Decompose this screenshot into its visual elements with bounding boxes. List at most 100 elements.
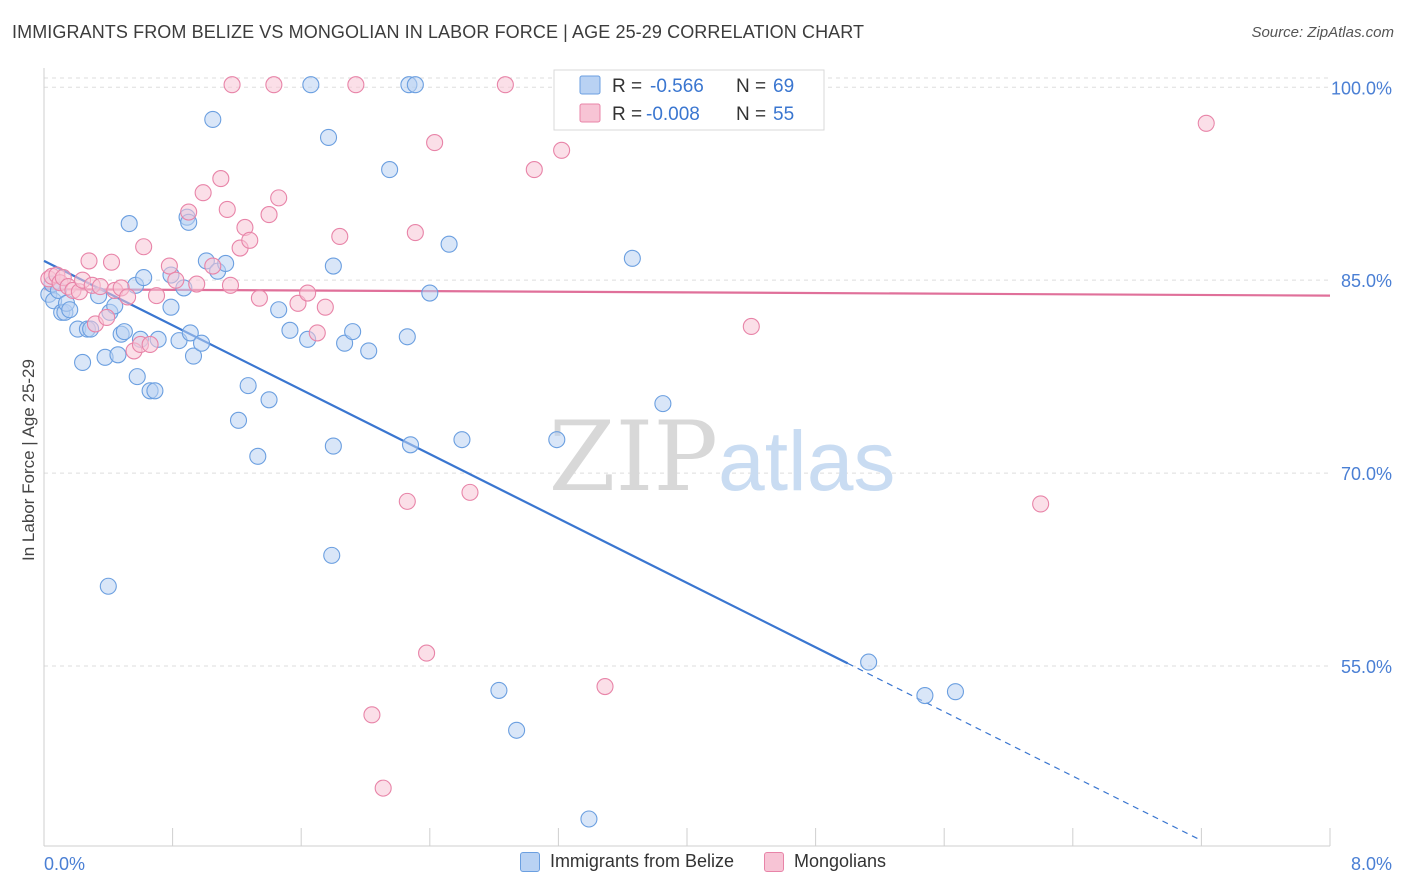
point-mongolians	[204, 257, 222, 275]
point-belize	[99, 577, 117, 595]
point-belize	[184, 347, 203, 365]
point-mongolians	[406, 224, 424, 242]
point-belize	[281, 321, 299, 339]
watermark-zip: ZIP	[549, 401, 718, 513]
point-belize	[128, 368, 146, 386]
point-mongolians	[596, 677, 614, 696]
point-mongolians	[160, 257, 178, 275]
x-tick-label: 0.0%	[44, 854, 85, 874]
point-mongolians	[260, 206, 278, 224]
trend-line-belize-extension	[847, 662, 1202, 842]
point-mongolians	[250, 289, 268, 307]
point-mongolians	[426, 134, 444, 152]
legend-item-mongolians: Mongolians	[763, 851, 887, 872]
point-belize	[324, 437, 342, 455]
point-belize	[508, 721, 526, 739]
legend-n-value: 55	[773, 104, 794, 125]
point-belize	[580, 810, 598, 828]
point-belize	[204, 110, 222, 128]
point-mongolians	[218, 200, 236, 219]
point-belize	[229, 411, 248, 429]
point-mongolians	[308, 324, 326, 342]
point-mongolians	[119, 288, 137, 306]
point-belize	[453, 431, 471, 449]
legend-label-mongolians: Mongolians	[793, 851, 887, 871]
point-belize	[336, 334, 354, 352]
stats-legend: R = -0.566 N = 69 R = -0.008 N = 55	[553, 69, 825, 131]
point-belize	[319, 128, 338, 146]
point-mongolians	[98, 308, 116, 327]
point-belize	[490, 681, 508, 699]
point-belize	[239, 377, 257, 395]
data-points	[40, 76, 1215, 828]
point-belize	[109, 346, 127, 364]
point-mongolians	[188, 275, 206, 293]
chart-source: Source: ZipAtlas.com	[1251, 24, 1394, 41]
point-belize	[302, 76, 320, 94]
point-mongolians	[91, 278, 109, 296]
point-mongolians	[331, 227, 349, 246]
point-mongolians	[221, 276, 240, 294]
legend-n-label: N =	[736, 76, 766, 97]
legend-label-belize: Immigrants from Belize	[549, 851, 734, 871]
point-belize	[260, 391, 278, 409]
legend-r-value: -0.008	[646, 104, 700, 125]
point-belize	[946, 683, 965, 701]
point-belize	[162, 298, 180, 316]
y-tick-label: 85.0%	[1341, 271, 1392, 291]
point-mongolians	[265, 76, 283, 94]
point-belize	[115, 323, 133, 341]
trend-line-belize	[43, 259, 849, 665]
y-tick-label: 55.0%	[1341, 657, 1392, 677]
point-belize	[74, 353, 92, 372]
trend-lines	[43, 259, 1331, 842]
point-mongolians	[223, 76, 241, 94]
grid-lines	[44, 77, 1330, 667]
point-mongolians	[374, 779, 392, 797]
legend-swatch-blue	[579, 75, 601, 95]
point-belize	[860, 653, 878, 671]
point-belize	[120, 215, 138, 233]
tick-labels: 55.0% 70.0% 85.0% 100.0% 0.0% 8.0%	[44, 78, 1392, 874]
point-belize	[323, 546, 341, 564]
series-legend: Immigrants from Belize Mongolians	[0, 851, 1406, 872]
point-belize	[916, 686, 934, 705]
point-belize	[381, 161, 399, 179]
legend-n-label: N =	[736, 104, 766, 125]
point-belize	[421, 284, 439, 302]
point-belize	[181, 324, 199, 342]
chart-title: IMMIGRANTS FROM BELIZE VS MONGOLIAN IN L…	[12, 22, 865, 42]
y-tick-label: 100.0%	[1331, 78, 1392, 98]
point-mongolians	[147, 287, 166, 305]
point-mongolians	[496, 76, 514, 94]
legend-swatch-mongolians	[763, 851, 784, 872]
point-mongolians	[80, 252, 98, 270]
watermark-atlas: atlas	[718, 414, 895, 508]
point-belize	[324, 257, 342, 275]
point-belize	[360, 342, 378, 360]
point-mongolians	[347, 76, 365, 94]
point-belize	[192, 334, 211, 352]
point-mongolians	[553, 141, 571, 159]
point-mongolians	[363, 706, 381, 724]
point-mongolians	[141, 335, 159, 354]
legend-r-label: R =	[612, 76, 642, 97]
point-belize	[270, 301, 288, 319]
legend-n-value: 69	[773, 76, 794, 97]
point-mongolians	[194, 184, 212, 202]
x-tick-label: 8.0%	[1351, 854, 1392, 874]
point-mongolians	[525, 161, 543, 179]
point-mongolians	[102, 253, 121, 271]
point-belize	[406, 76, 424, 94]
point-belize	[249, 447, 267, 465]
point-belize	[61, 301, 79, 319]
legend-swatch-pink	[579, 103, 601, 123]
point-mongolians	[418, 644, 436, 662]
point-mongolians	[1032, 495, 1050, 513]
point-belize	[440, 235, 458, 253]
point-mongolians	[180, 203, 198, 221]
point-mongolians	[270, 189, 288, 207]
y-tick-label: 70.0%	[1341, 464, 1392, 484]
point-belize	[146, 382, 164, 400]
